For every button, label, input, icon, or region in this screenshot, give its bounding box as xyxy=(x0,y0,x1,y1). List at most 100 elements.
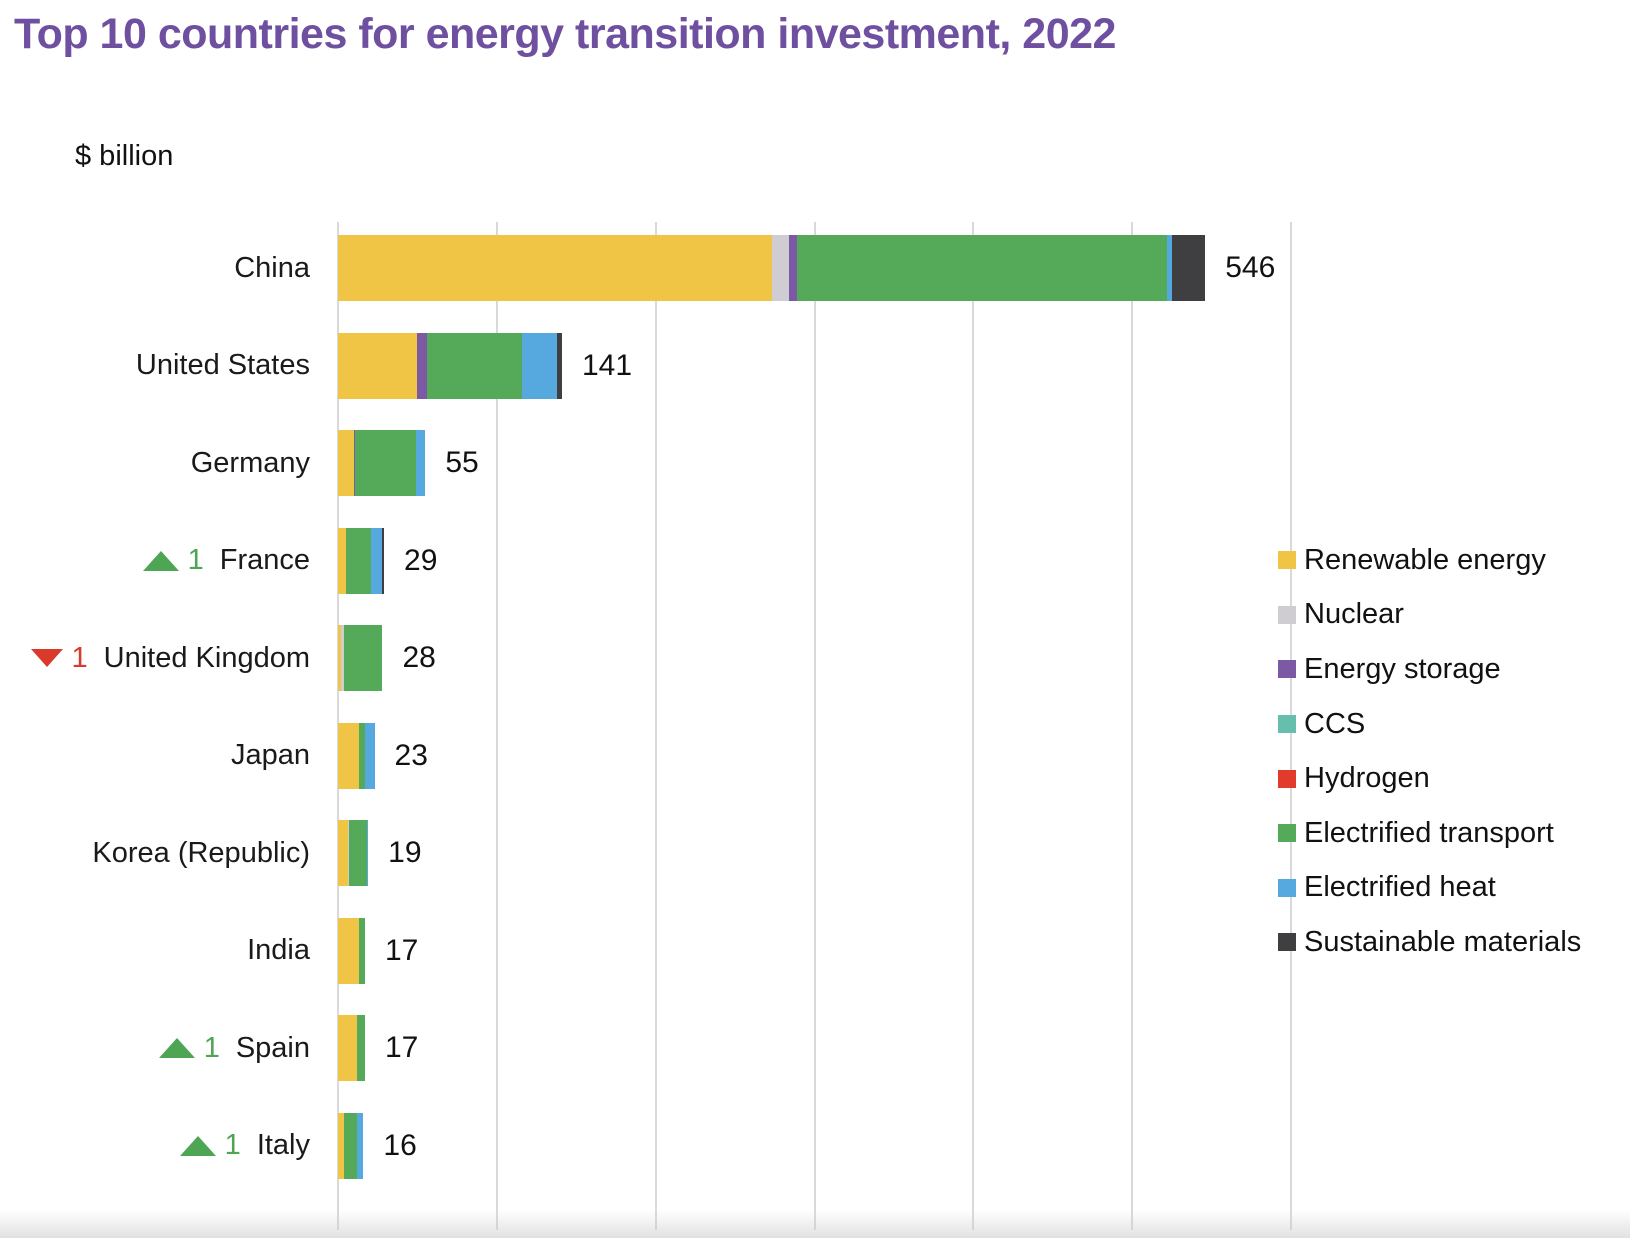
bar-segment-heat xyxy=(364,722,375,789)
country-label: Korea (Republic) xyxy=(0,820,310,886)
bar xyxy=(338,332,562,399)
bar-segment-transport xyxy=(355,430,416,496)
bar-segment-materials xyxy=(1171,235,1206,301)
bar-segment-heat xyxy=(1167,235,1172,301)
bar-segment-heat xyxy=(366,820,369,886)
value-label: 17 xyxy=(385,933,419,967)
country-name: Spain xyxy=(235,1031,310,1064)
legend-item-nuclear: Nuclear xyxy=(1278,588,1581,643)
legend-swatch-renewable xyxy=(1278,551,1296,570)
country-label: United States xyxy=(0,333,310,399)
bar-row: 1 Italy 16 xyxy=(0,1112,1630,1179)
bar-segment-transport xyxy=(344,625,383,691)
country-name: Japan xyxy=(230,739,310,771)
country-label: 1 United Kingdom xyxy=(0,625,310,691)
bar-row: 1 France 29 xyxy=(0,527,1630,594)
bar-segment-renewable xyxy=(338,625,342,691)
legend-swatch-storage xyxy=(1278,660,1296,679)
legend-label: Electrified transport xyxy=(1304,816,1554,849)
legend-item-transport: Electrified transport xyxy=(1278,806,1581,861)
bar-segment-heat xyxy=(415,430,426,496)
bar-segment-renewable xyxy=(338,1015,358,1081)
rank-up-icon xyxy=(179,1135,216,1156)
legend-label: Sustainable materials xyxy=(1304,925,1582,958)
legend-swatch-transport xyxy=(1278,824,1296,843)
legend: Renewable energy Nuclear Energy storage CCS… xyxy=(1278,533,1581,970)
country-label: 1 Spain xyxy=(0,1015,310,1081)
country-name: China xyxy=(234,251,310,284)
legend-label: Energy storage xyxy=(1304,652,1501,685)
rank-change-count: 1 xyxy=(203,1031,220,1064)
bar-segment-transport xyxy=(357,1015,365,1081)
bar-segment-renewable xyxy=(338,430,354,496)
bar-segment-renewable xyxy=(338,332,418,399)
country-name: United Kingdom xyxy=(103,641,310,674)
bar xyxy=(338,430,426,496)
legend-swatch-nuclear xyxy=(1278,605,1296,624)
legend-label: Nuclear xyxy=(1304,598,1404,631)
bar-segment-materials xyxy=(557,332,562,399)
country-label: 1 Italy xyxy=(0,1113,310,1179)
bar-segment-transport xyxy=(426,332,523,399)
rank-change-count: 1 xyxy=(187,544,204,576)
country-name: United States xyxy=(135,349,310,381)
country-label: Germany xyxy=(0,430,310,496)
bar-row: Korea (Republic) 19 xyxy=(0,820,1630,886)
bar-row: China 546 xyxy=(0,235,1630,301)
country-label: 1 France xyxy=(0,528,310,594)
country-name: Italy xyxy=(256,1129,310,1161)
bar-segment-storage xyxy=(353,430,356,496)
bar-segment-renewable xyxy=(338,1112,345,1179)
country-name: France xyxy=(219,544,310,576)
bar-row: 1 United Kingdom 28 xyxy=(0,625,1630,691)
value-label: 28 xyxy=(402,641,436,674)
value-label: 55 xyxy=(445,446,479,479)
bar xyxy=(338,722,375,789)
bar-row: Germany 55 xyxy=(0,430,1630,496)
legend-label: CCS xyxy=(1304,707,1366,740)
chart-title: Top 10 countries for energy transition i… xyxy=(14,10,1116,58)
value-label: 546 xyxy=(1225,251,1276,284)
country-name: Germany xyxy=(190,446,310,479)
legend-swatch-heat xyxy=(1278,878,1296,897)
bar-segment-storage xyxy=(789,235,798,301)
legend-label: Hydrogen xyxy=(1304,762,1430,795)
bar-segment-transport xyxy=(344,1112,358,1179)
bar-segment-transport xyxy=(358,722,365,789)
country-label: India xyxy=(0,918,310,984)
value-label: 19 xyxy=(388,836,422,869)
value-label: 29 xyxy=(404,543,438,577)
bar-segment-transport xyxy=(358,917,365,984)
bar-segment-nuclear xyxy=(347,820,350,886)
legend-item-hydrogen: Hydrogen xyxy=(1278,751,1581,806)
rank-change-count: 1 xyxy=(224,1129,241,1161)
country-name: India xyxy=(247,934,310,966)
value-label: 23 xyxy=(394,738,428,772)
bar xyxy=(338,1015,365,1081)
country-label: Japan xyxy=(0,723,310,789)
legend-label: Electrified heat xyxy=(1304,871,1496,904)
country-label: China xyxy=(0,235,310,301)
legend-item-heat: Electrified heat xyxy=(1278,861,1581,916)
legend-swatch-ccs xyxy=(1278,715,1296,734)
value-label: 16 xyxy=(383,1128,417,1162)
bar-segment-nuclear xyxy=(341,625,345,691)
rank-down-icon xyxy=(30,649,63,667)
bar xyxy=(338,235,1206,301)
bar xyxy=(338,1112,364,1179)
bar-row: India 17 xyxy=(0,917,1630,984)
bar xyxy=(338,625,383,691)
bar-segment-renewable xyxy=(338,235,772,301)
legend-item-ccs: CCS xyxy=(1278,697,1581,752)
bar-row: Japan 23 xyxy=(0,722,1630,789)
gridline xyxy=(654,222,657,1230)
value-label: 141 xyxy=(581,348,633,382)
bar-segment-transport xyxy=(349,820,367,886)
bar xyxy=(338,820,369,886)
bar xyxy=(338,527,385,594)
gridline xyxy=(972,222,975,1230)
gridline xyxy=(495,222,498,1230)
legend-swatch-hydrogen xyxy=(1278,769,1296,788)
